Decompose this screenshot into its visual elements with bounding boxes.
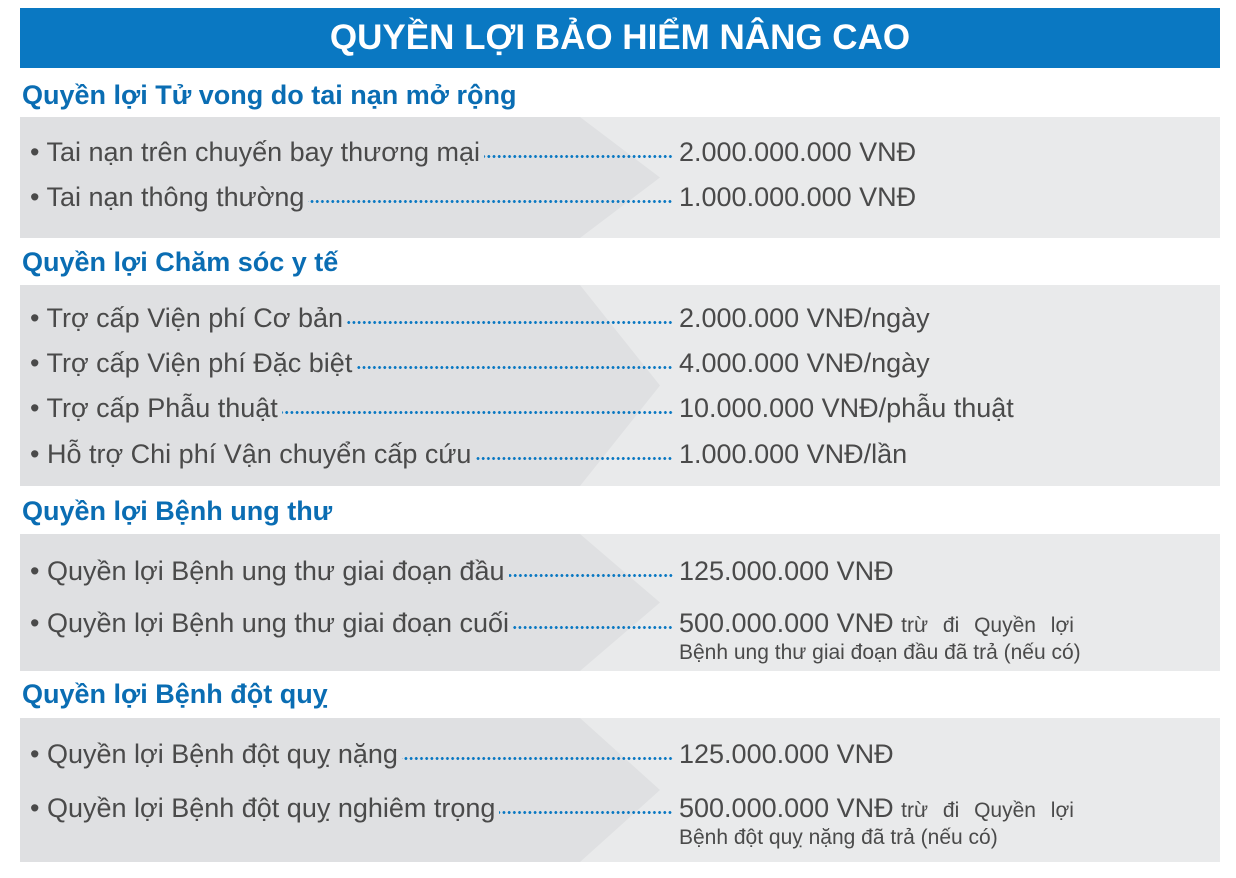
dotted-leader bbox=[513, 622, 673, 632]
benefit-row: • Tai nạn trên chuyến bay thương mại 2.00… bbox=[30, 135, 1210, 169]
benefit-value: 125.000.000 VNĐ bbox=[679, 739, 894, 769]
section-title: Quyền lợi Chăm sóc y tế bbox=[22, 247, 339, 277]
dotted-leader bbox=[356, 362, 673, 372]
dotted-leader bbox=[281, 407, 673, 417]
section-title: Quyền lợi Bệnh đột quỵ bbox=[22, 679, 328, 709]
benefit-value: 500.000.000 VNĐ trừ đi Quyền lợi bbox=[679, 791, 1074, 828]
value-amount: 500.000.000 VNĐ bbox=[679, 793, 894, 823]
benefit-label: • Trợ cấp Phẫu thuật bbox=[30, 393, 278, 423]
dotted-leader bbox=[475, 453, 673, 463]
benefit-row: • Quyền lợi Bệnh ung thư giai đoạn đầu 12… bbox=[30, 554, 1210, 588]
chevron-background bbox=[20, 534, 660, 671]
section-panel: • Trợ cấp Viện phí Cơ bản 2.000.000 VNĐ/n… bbox=[20, 285, 1220, 486]
chevron-background bbox=[20, 718, 660, 862]
value-amount: 500.000.000 VNĐ bbox=[679, 608, 894, 638]
dotted-leader bbox=[499, 807, 673, 817]
benefit-label: • Trợ cấp Viện phí Đặc biệt bbox=[30, 348, 353, 378]
benefit-label: • Quyền lợi Bệnh ung thư giai đoạn cuối bbox=[30, 608, 510, 638]
benefit-label: • Tai nạn thông thường bbox=[30, 182, 305, 212]
benefit-value: 4.000.000 VNĐ/ngày bbox=[679, 348, 930, 378]
dotted-leader bbox=[308, 196, 673, 206]
section-panel: • Quyền lợi Bệnh đột quỵ nặng 125.000.000… bbox=[20, 718, 1220, 862]
benefit-value: 10.000.000 VNĐ/phẫu thuật bbox=[679, 393, 1014, 423]
benefit-row: • Trợ cấp Viện phí Cơ bản 2.000.000 VNĐ/n… bbox=[30, 301, 1210, 335]
benefit-row: • Hỗ trợ Chi phí Vận chuyển cấp cứu 1.000… bbox=[30, 437, 1210, 471]
dotted-leader bbox=[508, 570, 673, 580]
benefit-value: 1.000.000.000 VNĐ bbox=[679, 182, 917, 212]
benefit-value: 2.000.000 VNĐ/ngày bbox=[679, 303, 930, 333]
benefit-label: • Hỗ trợ Chi phí Vận chuyển cấp cứu bbox=[30, 439, 472, 469]
section-title: Quyền lợi Bệnh ung thư bbox=[22, 496, 333, 526]
dotted-leader bbox=[401, 753, 673, 763]
section-panel: • Quyền lợi Bệnh ung thư giai đoạn đầu 12… bbox=[20, 534, 1220, 671]
page-title: QUYỀN LỢI BẢO HIỂM NÂNG CAO bbox=[20, 8, 1220, 68]
benefit-label: • Quyền lợi Bệnh đột quỵ nặng bbox=[30, 739, 398, 769]
benefit-label: • Trợ cấp Viện phí Cơ bản bbox=[30, 303, 344, 333]
benefit-label: • Quyền lợi Bệnh ung thư giai đoạn đầu bbox=[30, 556, 505, 586]
benefit-value: 500.000.000 VNĐ trừ đi Quyền lợi bbox=[679, 606, 1074, 643]
benefit-row: • Trợ cấp Viện phí Đặc biệt 4.000.000 VNĐ… bbox=[30, 346, 1210, 380]
value-note: trừ đi Quyền lợi bbox=[901, 799, 1074, 822]
benefit-value: 2.000.000.000 VNĐ bbox=[679, 137, 917, 167]
dotted-leader bbox=[347, 317, 673, 327]
section-title: Quyền lợi Tử vong do tai nạn mở rộng bbox=[22, 80, 517, 110]
benefit-value: 1.000.000 VNĐ/lần bbox=[679, 439, 908, 469]
value-note-line2: Bệnh ung thư giai đoạn đầu đã trả (nếu c… bbox=[679, 641, 1081, 664]
benefit-label: • Tai nạn trên chuyến bay thương mại bbox=[30, 137, 480, 167]
benefit-row: • Quyền lợi Bệnh đột quỵ nặng 125.000.000… bbox=[30, 737, 1210, 771]
chevron-background bbox=[20, 117, 660, 238]
benefit-row: • Tai nạn thông thường 1.000.000.000 VNĐ bbox=[30, 180, 1210, 214]
benefit-row: • Quyền lợi Bệnh đột quỵ nghiêm trọng 500… bbox=[30, 791, 1210, 849]
benefit-value: 125.000.000 VNĐ bbox=[679, 556, 894, 586]
dotted-leader bbox=[484, 151, 673, 161]
value-note: trừ đi Quyền lợi bbox=[901, 614, 1074, 637]
benefit-row: • Trợ cấp Phẫu thuật 10.000.000 VNĐ/phẫu … bbox=[30, 391, 1210, 425]
value-note-line2: Bệnh đột quỵ nặng đã trả (nếu có) bbox=[679, 826, 998, 849]
section-panel: • Tai nạn trên chuyến bay thương mại 2.00… bbox=[20, 117, 1220, 238]
benefit-row: • Quyền lợi Bệnh ung thư giai đoạn cuối 5… bbox=[30, 606, 1210, 664]
benefit-label: • Quyền lợi Bệnh đột quỵ nghiêm trọng bbox=[30, 793, 496, 823]
